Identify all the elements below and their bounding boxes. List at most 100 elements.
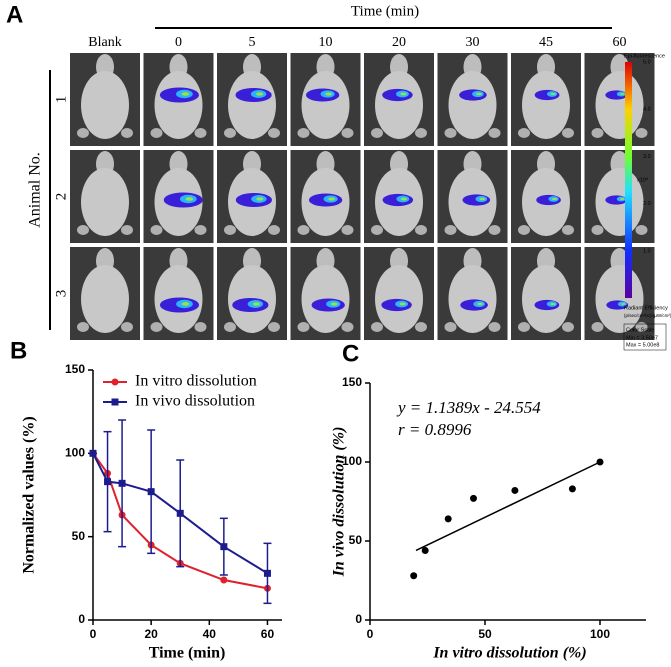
mouse-leg [297,225,310,235]
x-tick-label: 0 [367,627,374,641]
x-tick-label: 60 [261,627,275,641]
color-scale-min: Min = 3.50e7 [626,335,658,341]
column-label: 5 [249,35,256,50]
mouse-body [81,71,129,139]
signal-peak [620,303,626,305]
mouse-leg [150,128,163,138]
y-tick-label: 0 [355,612,362,626]
mouse-leg [562,225,574,235]
color-scale-max: Max = 5.00e8 [626,342,659,348]
colorbar-unit: (p/sec/cm²/sr)/(µW/cm²) [624,313,671,318]
colorbar-tick: 2.0 [643,201,651,207]
panel-label: B [10,337,27,364]
x-tick-label: 50 [478,627,492,641]
mouse-body [448,71,497,139]
mouse-leg [591,322,604,332]
mouse-leg [77,322,89,332]
mouse-leg [371,128,383,138]
column-label: 20 [392,35,406,50]
y-tick-label: 150 [65,362,85,376]
mouse-leg [150,322,163,332]
signal-peak [328,197,335,201]
mouse-leg [518,128,530,138]
mouse-body [448,265,497,333]
mouse-leg [341,128,354,138]
signal-peak [479,197,486,201]
mouse-body [301,71,350,139]
mouse-leg [268,225,280,235]
signal-peak [619,198,625,200]
mouse-leg [341,322,354,332]
time-label: Time (min) [351,3,419,19]
mouse-leg [444,225,457,235]
mouse-body [522,71,570,139]
x-axis-label: Time (min) [149,645,226,662]
mouse-body [154,71,203,139]
mouse-leg [194,225,207,235]
signal-peak [256,92,264,96]
annotation: y = 1.1389x - 24.554 [396,398,541,417]
mouse-leg [268,322,280,332]
annotation: r = 0.8996 [398,420,472,439]
legend-marker [111,398,119,406]
colorbar-title: Epi-fluorescence [624,53,665,59]
data-point [220,576,228,584]
mouse-body [595,71,644,139]
legend-label: In vivo dissolution [135,393,255,410]
mouse-leg [518,225,530,235]
row-label: 2 [53,193,69,201]
mouse-leg [635,128,648,138]
mouse-leg [635,225,648,235]
colorbar-tick: 4.0 [643,107,651,113]
signal-peak [252,302,260,306]
x-tick-label: 0 [90,627,97,641]
signal-peak [400,92,407,96]
colorbar-unit-title: Radiant Efficiency [624,305,668,311]
data-point [176,509,184,517]
data-point [220,543,228,551]
mouse-body [522,265,570,333]
y-tick-label: 0 [78,612,85,626]
data-point [596,458,604,466]
column-label: Blank [88,35,121,50]
mouse-leg [150,225,163,235]
mouse-leg [444,322,457,332]
signal-peak [256,197,264,201]
column-label: 45 [539,35,553,50]
mouse-leg [121,128,133,138]
signal-peak [476,92,482,96]
mouse-leg [224,225,236,235]
mouse-leg [194,128,207,138]
mouse-leg [488,128,501,138]
signal-peak [477,302,483,306]
column-label: 60 [613,35,627,50]
data-point [263,569,271,577]
panel-label: A [6,1,23,28]
mouse-leg [591,225,604,235]
mouse-leg [415,225,427,235]
signal-peak [550,302,556,306]
x-tick-label: 40 [203,627,217,641]
signal-peak [399,302,406,306]
signal-peak [185,197,194,201]
color-scale-title: Color Scale [626,327,654,333]
column-label: 0 [175,35,182,50]
mouse-leg [121,225,133,235]
mouse-leg [224,322,236,332]
mouse-leg [224,128,236,138]
row-label: 3 [53,290,69,298]
y-axis-label: Normalized values (%) [21,416,38,573]
color-scale-box [623,323,667,351]
signal-peak [550,92,556,96]
x-tick-label: 20 [144,627,158,641]
legend-marker [111,378,119,386]
mouse-leg [488,225,501,235]
mouse-leg [488,322,501,332]
colorbar [625,62,632,298]
x-axis-label: In vitro dissolution (%) [432,645,586,662]
mouse-leg [297,128,310,138]
legend-label: In vitro dissolution [135,373,257,390]
mouse-leg [635,322,648,332]
data-point [511,486,519,494]
data-point [568,485,576,493]
